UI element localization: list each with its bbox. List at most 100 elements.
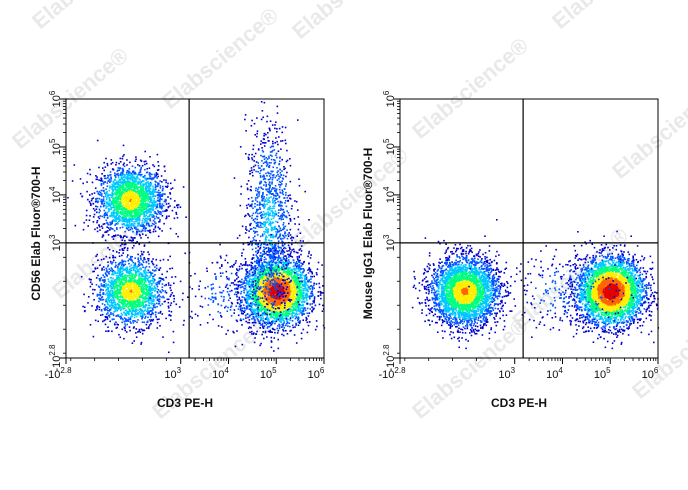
event-dot bbox=[111, 273, 114, 276]
event-dot bbox=[120, 264, 123, 266]
event-dot bbox=[151, 224, 153, 227]
event-dot bbox=[119, 261, 122, 264]
event-dot bbox=[309, 308, 312, 310]
event-dot bbox=[163, 296, 165, 299]
event-dot bbox=[125, 220, 127, 223]
event-dot bbox=[96, 176, 98, 178]
event-dot bbox=[303, 260, 305, 263]
event-dot bbox=[126, 203, 128, 206]
event-dot bbox=[126, 221, 128, 224]
event-dot bbox=[120, 174, 122, 177]
event-dot bbox=[304, 289, 306, 292]
event-dot bbox=[117, 206, 120, 208]
event-dot bbox=[153, 303, 156, 306]
event-dot bbox=[128, 180, 131, 183]
event-dot bbox=[124, 190, 127, 192]
event-dot bbox=[119, 197, 122, 199]
event-dot bbox=[139, 190, 141, 193]
event-dot bbox=[129, 190, 132, 192]
event-dot bbox=[146, 194, 149, 196]
event-dot bbox=[123, 194, 126, 196]
event-dot bbox=[145, 162, 148, 165]
event-dot bbox=[104, 280, 106, 282]
event-dot bbox=[102, 182, 105, 184]
event-dot bbox=[101, 296, 104, 298]
event-dot bbox=[135, 307, 137, 309]
event-dot bbox=[122, 144, 125, 147]
event-dot bbox=[116, 197, 118, 200]
event-dot bbox=[151, 284, 153, 286]
event-dot bbox=[116, 204, 118, 207]
event-dot bbox=[153, 299, 155, 302]
event-dot bbox=[154, 189, 156, 192]
event-dot bbox=[115, 173, 118, 176]
event-dot bbox=[132, 320, 134, 322]
event-dot bbox=[122, 286, 124, 288]
event-dot bbox=[130, 291, 133, 293]
event-dot bbox=[133, 281, 135, 283]
event-dot bbox=[145, 183, 147, 185]
event-dot bbox=[127, 203, 129, 205]
event-dot bbox=[139, 282, 142, 284]
event-dot bbox=[179, 206, 182, 208]
event-dot bbox=[139, 213, 142, 216]
event-dot bbox=[119, 202, 121, 205]
event-dot bbox=[105, 194, 107, 196]
event-dot bbox=[116, 170, 119, 172]
event-dot bbox=[154, 186, 157, 189]
event-dot bbox=[129, 283, 131, 286]
event-dot bbox=[105, 300, 107, 303]
event-dot bbox=[126, 225, 129, 228]
event-dot bbox=[138, 280, 141, 282]
event-dot bbox=[146, 275, 149, 277]
event-dot bbox=[145, 275, 147, 278]
event-dot bbox=[129, 181, 132, 184]
event-dot bbox=[92, 202, 94, 205]
event-dot bbox=[248, 321, 251, 324]
event-dot bbox=[145, 179, 148, 182]
event-dot bbox=[106, 292, 108, 294]
event-dot bbox=[124, 327, 126, 330]
event-dot bbox=[122, 164, 125, 166]
event-dot bbox=[169, 205, 171, 207]
event-dot bbox=[143, 192, 146, 194]
event-dot bbox=[141, 309, 144, 312]
event-dot bbox=[118, 288, 121, 291]
event-dot bbox=[140, 341, 143, 344]
event-dot bbox=[134, 220, 137, 223]
event-dot bbox=[118, 282, 121, 285]
event-dot bbox=[132, 304, 135, 307]
event-dot bbox=[115, 203, 117, 205]
event-dot bbox=[107, 265, 109, 268]
event-dot bbox=[133, 290, 135, 293]
event-dot bbox=[103, 177, 106, 180]
event-dot bbox=[298, 256, 300, 259]
event-dot bbox=[141, 253, 144, 256]
event-dot bbox=[106, 318, 109, 320]
event-dot bbox=[142, 198, 145, 200]
event-dot bbox=[153, 191, 156, 194]
event-dot bbox=[134, 281, 137, 283]
event-dot bbox=[129, 195, 131, 198]
event-dot bbox=[143, 272, 146, 274]
event-dot bbox=[169, 287, 172, 289]
event-dot bbox=[115, 196, 118, 198]
event-dot bbox=[141, 203, 143, 206]
event-dot bbox=[143, 184, 145, 187]
event-dot bbox=[136, 241, 138, 243]
event-dot bbox=[131, 307, 133, 309]
event-dot bbox=[111, 305, 114, 308]
event-dot bbox=[122, 307, 125, 310]
event-dot bbox=[99, 194, 102, 196]
event-dot bbox=[119, 174, 122, 176]
event-dot bbox=[135, 300, 137, 302]
event-dot bbox=[125, 293, 127, 296]
event-dot bbox=[107, 286, 110, 289]
event-dot bbox=[114, 290, 116, 292]
event-dot bbox=[119, 185, 121, 188]
event-dot bbox=[132, 215, 134, 218]
event-dot bbox=[130, 212, 133, 215]
event-dot bbox=[111, 281, 114, 283]
event-dot bbox=[116, 266, 119, 268]
event-dot bbox=[104, 309, 106, 311]
